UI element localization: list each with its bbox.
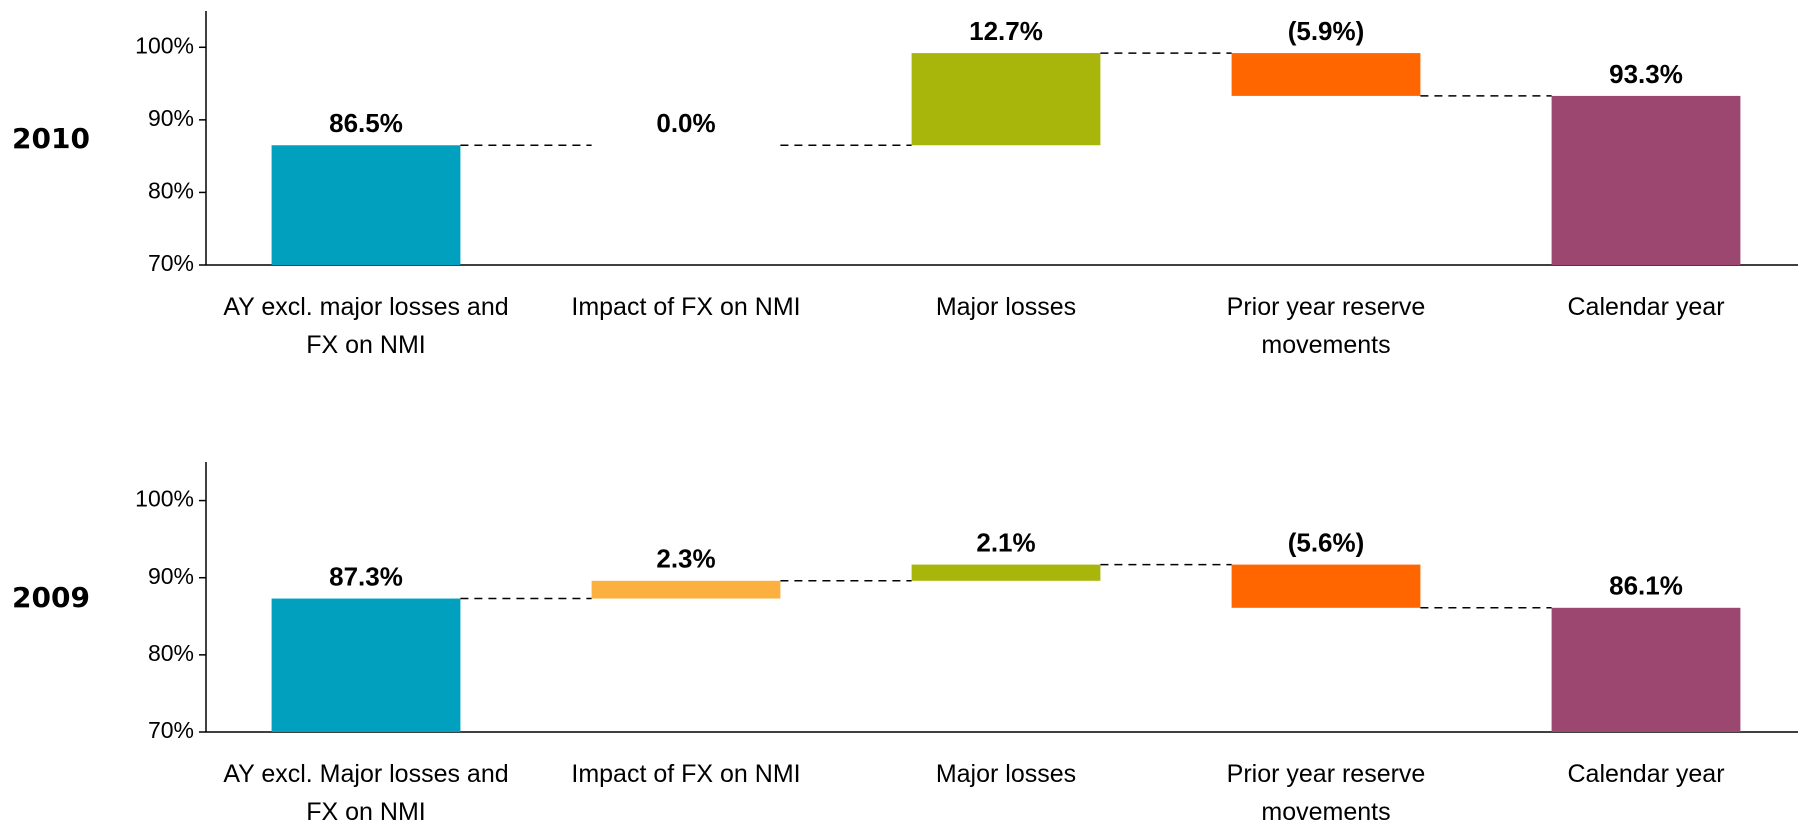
bar: [1231, 53, 1421, 96]
y-tick-label: 80%: [148, 640, 194, 666]
value-label: 2.1%: [976, 527, 1035, 557]
value-label: 87.3%: [329, 561, 403, 591]
y-tick-label: 100%: [135, 486, 194, 512]
x-tick-label: Impact of FX on NMI: [571, 293, 801, 321]
bar: [911, 564, 1101, 581]
y-tick-label: 90%: [148, 105, 194, 131]
bar: [1551, 95, 1741, 265]
y-tick-label: 70%: [148, 250, 194, 276]
value-label: 86.5%: [329, 108, 403, 138]
x-tick-label: Major losses: [935, 293, 1077, 321]
bar: [591, 580, 781, 599]
y-tick-label: 90%: [148, 563, 194, 589]
value-label: (5.9%): [1288, 16, 1365, 46]
value-label: 0.0%: [656, 108, 715, 138]
chart-label: 2009: [12, 581, 90, 614]
value-label: (5.6%): [1288, 527, 1365, 557]
value-label: 93.3%: [1609, 59, 1683, 89]
bar: [271, 598, 461, 732]
value-label: 12.7%: [969, 16, 1043, 46]
x-tick-label: Calendar year: [1567, 293, 1725, 321]
x-tick-label: Prior year reserve movements: [1226, 293, 1426, 359]
chart-label: 2010: [12, 122, 90, 155]
x-tick-label: AY excl. major losses and FX on NMI: [223, 293, 509, 359]
x-tick-label: AY excl. Major losses and FX on NMI: [223, 760, 509, 826]
x-tick-label: Impact of FX on NMI: [571, 760, 801, 788]
y-tick-label: 100%: [135, 32, 194, 58]
bar: [271, 145, 461, 265]
y-tick-label: 70%: [148, 717, 194, 743]
x-tick-label: Major losses: [935, 760, 1077, 788]
x-tick-label: Calendar year: [1567, 760, 1725, 788]
value-label: 2.3%: [656, 544, 715, 574]
y-tick-label: 80%: [148, 178, 194, 204]
bar: [1231, 564, 1421, 608]
bar: [1551, 607, 1741, 732]
value-label: 86.1%: [1609, 571, 1683, 601]
bar: [911, 53, 1101, 146]
x-tick-label: Prior year reserve movements: [1226, 760, 1426, 826]
